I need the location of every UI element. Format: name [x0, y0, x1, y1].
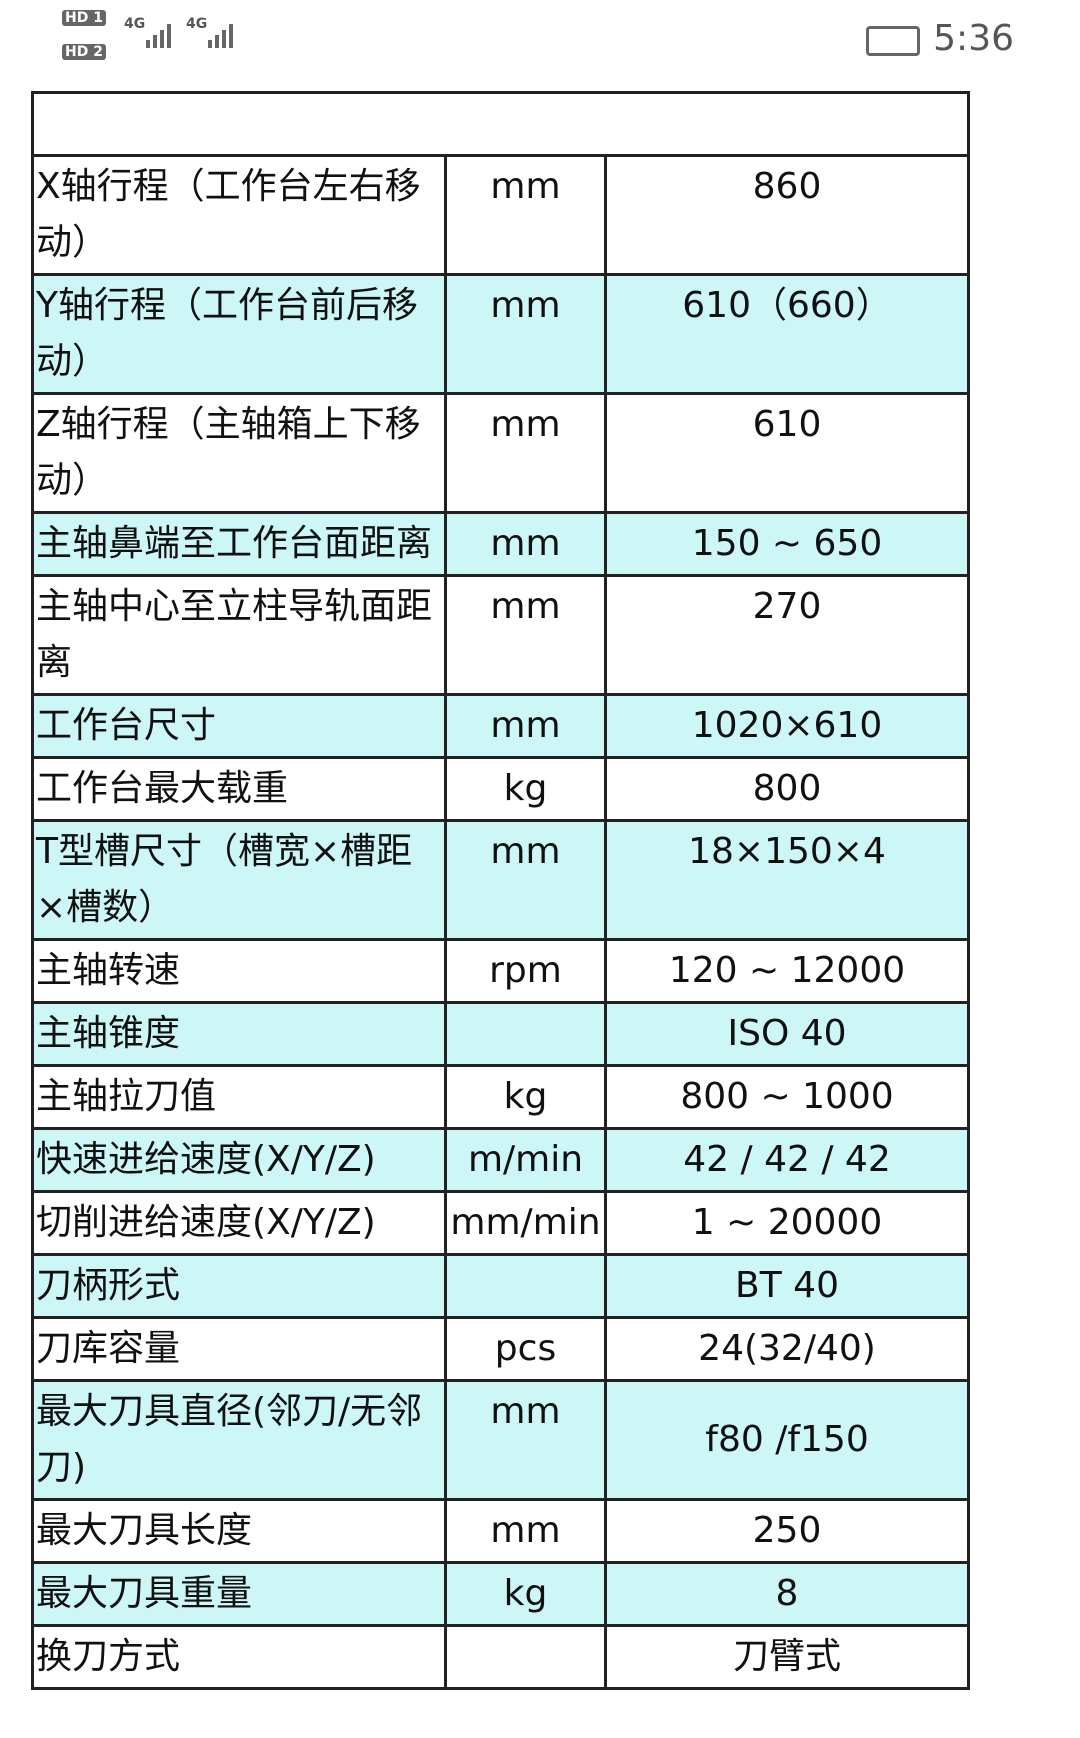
table-row: 切削进给速度(X/Y/Z) mm/min 1 ~ 20000: [31, 1190, 971, 1256]
unit: m/min: [444, 1127, 607, 1193]
param-name: 主轴鼻端至工作台面距离: [31, 511, 447, 577]
unit: mm/min: [444, 1190, 607, 1256]
value: 24(32/40): [603, 1316, 971, 1382]
value: 42 / 42 / 42: [603, 1127, 971, 1193]
signal: [208, 22, 233, 48]
value: 120 ~ 12000: [603, 938, 971, 1004]
sim1: HD 1: [62, 10, 106, 26]
unit: mm: [444, 154, 607, 276]
header-row: [30, 91, 971, 157]
value: BT 40: [603, 1253, 971, 1319]
table-row: Z轴行程（主轴箱上下移动） mm 610: [31, 392, 971, 514]
table-row: 工作台尺寸 mm 1020×610: [31, 693, 971, 759]
table-row: Y轴行程（工作台前后移动） mm 610（660）: [31, 273, 971, 395]
table-row: 快速进给速度(X/Y/Z) m/min 42 / 42 / 42: [31, 1127, 971, 1193]
value: 610（660）: [603, 273, 971, 395]
param-name: X轴行程（工作台左右移动）: [31, 154, 447, 276]
value: 8: [603, 1561, 971, 1627]
value: 1 ~ 20000: [603, 1190, 971, 1256]
sim-label: HD 2: [62, 44, 106, 60]
table-row: 工作台最大载重 kg 800: [31, 756, 971, 822]
value: 150 ~ 650: [603, 511, 971, 577]
network: 4G: [124, 16, 146, 32]
param-name: 主轴中心至立柱导轨面距离: [31, 574, 447, 696]
unit: [444, 1624, 607, 1690]
value: 800: [603, 756, 971, 822]
unit: [444, 1001, 607, 1067]
table-row: 主轴中心至立柱导轨面距离 mm 270: [31, 574, 971, 696]
battery: [866, 26, 920, 56]
value: ISO 40: [603, 1001, 971, 1067]
unit: rpm: [444, 938, 607, 1004]
param-name: 主轴拉刀值: [31, 1064, 447, 1130]
table-row: 主轴拉刀值 kg 800 ~ 1000: [31, 1064, 971, 1130]
unit: kg: [444, 1561, 607, 1627]
param-name: 换刀方式: [31, 1624, 447, 1690]
value: 18×150×4: [603, 819, 971, 941]
table-row: 刀柄形式 BT 40: [31, 1253, 971, 1319]
value: 610: [603, 392, 971, 514]
param-name: Y轴行程（工作台前后移动）: [31, 273, 447, 395]
table-row: 最大刀具重量 kg 8: [31, 1561, 971, 1627]
sim-label: HD 1: [62, 10, 106, 26]
param-name: 主轴转速: [31, 938, 447, 1004]
sim2: HD 2: [62, 44, 106, 60]
table-row: 主轴转速 rpm 120 ~ 12000: [31, 938, 971, 1004]
unit: mm: [444, 273, 607, 395]
table-row: 主轴鼻端至工作台面距离 mm 150 ~ 650: [31, 511, 971, 577]
param-name: Z轴行程（主轴箱上下移动）: [31, 392, 447, 514]
unit: mm: [444, 819, 607, 941]
table-row: 最大刀具长度 mm 250: [31, 1498, 971, 1564]
table-row: X轴行程（工作台左右移动） mm 860: [31, 154, 971, 276]
unit: [444, 1253, 607, 1319]
value: 800 ~ 1000: [603, 1064, 971, 1130]
param-name: 工作台最大载重: [31, 756, 447, 822]
value: 1020×610: [603, 693, 971, 759]
value: 刀臂式: [603, 1624, 971, 1690]
table-row: 刀库容量 pcs 24(32/40): [31, 1316, 971, 1382]
clock: 5:36: [933, 18, 1014, 59]
unit: mm: [444, 693, 607, 759]
status-bar: HD 1 HD 2 4G 4G 5:36: [0, 0, 1080, 80]
param-name: 快速进给速度(X/Y/Z): [31, 1127, 447, 1193]
value: 250: [603, 1498, 971, 1564]
param-name: 最大刀具长度: [31, 1498, 447, 1564]
param-name: T型槽尺寸（槽宽×槽距×槽数）: [31, 819, 447, 941]
unit: kg: [444, 756, 607, 822]
param-name: 刀库容量: [31, 1316, 447, 1382]
header-cell: [30, 91, 971, 157]
network: 4G: [186, 16, 208, 32]
table-row: 主轴锥度 ISO 40: [31, 1001, 971, 1067]
param-name: 刀柄形式: [31, 1253, 447, 1319]
spec-table: X轴行程（工作台左右移动） mm 860 Y轴行程（工作台前后移动） mm 610（660…: [30, 91, 971, 1690]
table-row: 最大刀具直径(邻刀/无邻刀) mm f80 /f150: [31, 1379, 971, 1501]
unit: mm: [444, 574, 607, 696]
value: f80 /f150: [603, 1379, 971, 1501]
unit: kg: [444, 1064, 607, 1130]
unit: mm: [444, 1498, 607, 1564]
unit: mm: [444, 511, 607, 577]
param-name: 最大刀具直径(邻刀/无邻刀): [31, 1379, 447, 1501]
param-name: 最大刀具重量: [31, 1561, 447, 1627]
signal: [146, 22, 171, 48]
value: 270: [603, 574, 971, 696]
param-name: 工作台尺寸: [31, 693, 447, 759]
param-name: 主轴锥度: [31, 1001, 447, 1067]
unit: mm: [444, 392, 607, 514]
table-row: T型槽尺寸（槽宽×槽距×槽数） mm 18×150×4: [31, 819, 971, 941]
param-name: 切削进给速度(X/Y/Z): [31, 1190, 447, 1256]
unit: pcs: [444, 1316, 607, 1382]
unit: mm: [444, 1379, 607, 1501]
table-row: 换刀方式 刀臂式: [31, 1624, 971, 1690]
value: 860: [603, 154, 971, 276]
